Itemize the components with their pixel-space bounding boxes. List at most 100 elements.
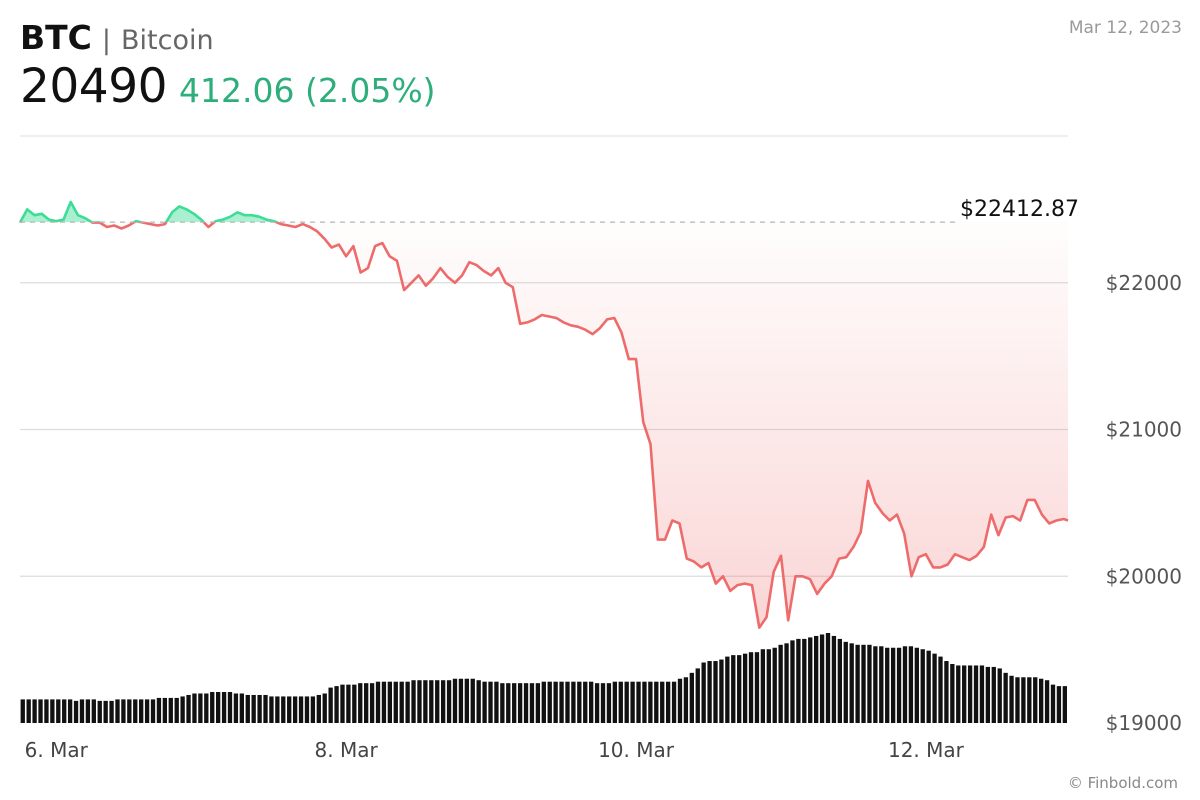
volume-bar xyxy=(754,652,760,723)
volume-bar xyxy=(778,644,783,723)
volume-bar xyxy=(979,665,985,723)
volume-bar xyxy=(233,693,239,723)
volume-bar xyxy=(139,699,144,723)
volume-bar xyxy=(440,680,446,723)
volume-bar xyxy=(429,680,434,723)
volume-bar xyxy=(375,681,381,723)
volume-bar xyxy=(251,694,256,723)
volume-bar xyxy=(772,647,777,723)
volume-bar xyxy=(506,683,511,723)
volume-bar xyxy=(500,683,505,723)
volume-bar xyxy=(967,665,973,723)
volume-bar xyxy=(1033,677,1038,723)
volume-bar xyxy=(215,692,221,723)
volume-bar xyxy=(1015,677,1020,723)
volume-bar xyxy=(257,694,262,723)
x-axis-ticks: 6. Mar 8. Mar 10. Mar 12. Mar xyxy=(25,738,965,762)
volume-bar xyxy=(423,680,428,723)
volume-bar xyxy=(926,650,931,723)
volume-bar xyxy=(476,680,481,723)
volume-bar xyxy=(1038,678,1044,723)
volume-bar xyxy=(1044,680,1050,723)
volume-bar xyxy=(577,681,582,723)
volume-bar xyxy=(873,646,878,723)
volume-bar xyxy=(991,666,996,723)
volume-bar xyxy=(1056,686,1062,723)
volume-bar xyxy=(494,681,499,723)
volume-bar xyxy=(825,633,831,723)
volume-bar xyxy=(725,656,730,723)
volume-bar xyxy=(470,678,475,723)
y-tick-label: $20000 xyxy=(1106,564,1182,588)
volume-bar xyxy=(381,681,387,723)
volume-bar xyxy=(144,699,150,723)
volume-bar xyxy=(340,684,345,723)
volume-bar xyxy=(748,652,754,723)
volume-bar xyxy=(707,661,712,723)
volume-bar xyxy=(802,638,807,723)
quote-header: BTC | Bitcoin 20490 412.06 (2.05%) xyxy=(20,18,436,114)
volume-bar xyxy=(1003,672,1008,723)
volume-bar xyxy=(695,668,700,723)
volume-bar xyxy=(814,635,819,723)
volume-bar xyxy=(618,681,623,723)
volume-bar xyxy=(227,692,233,723)
ticker-row: BTC | Bitcoin xyxy=(20,18,436,57)
asset-name: Bitcoin xyxy=(121,25,214,56)
price-line-down xyxy=(19,222,1069,629)
volume-bar xyxy=(950,663,955,723)
y-axis-ticks: $19000 $20000 $21000 $22000 xyxy=(1106,271,1182,735)
volume-bar xyxy=(328,687,333,723)
volume-bar xyxy=(198,693,203,723)
volume-bar xyxy=(352,684,357,723)
volume-bar xyxy=(56,699,61,723)
volume-bar xyxy=(624,681,629,723)
volume-bar xyxy=(85,699,91,723)
volume-bar xyxy=(589,681,594,723)
volume-bar xyxy=(1027,677,1032,723)
price-row: 20490 412.06 (2.05%) xyxy=(20,59,436,114)
volume-bar xyxy=(180,696,185,723)
volume-bar xyxy=(932,653,937,723)
volume-bar xyxy=(133,699,138,723)
volume-bar xyxy=(731,655,736,723)
volume-bar xyxy=(109,700,114,723)
volume-bar xyxy=(50,699,55,723)
volume-bars xyxy=(20,633,1067,723)
price-area-up xyxy=(20,202,277,223)
volume-bar xyxy=(405,681,410,723)
volume-bar xyxy=(517,683,523,723)
volume-bar xyxy=(660,681,665,723)
volume-bar xyxy=(204,693,209,723)
price-lines xyxy=(18,200,1069,629)
volume-bar xyxy=(665,681,671,723)
volume-bar xyxy=(583,681,588,723)
volume-bar xyxy=(287,696,292,723)
volume-bar xyxy=(298,696,304,723)
volume-bar xyxy=(571,681,576,723)
volume-bar xyxy=(20,699,25,723)
x-tick-label: 8. Mar xyxy=(315,738,379,762)
y-tick-label: $21000 xyxy=(1106,418,1182,442)
volume-bar xyxy=(671,681,677,723)
volume-bar xyxy=(849,643,854,723)
volume-bar xyxy=(594,683,600,723)
reference-label: $22412.87 xyxy=(960,197,1079,222)
source-credit: © Finbold.com xyxy=(1067,774,1178,792)
volume-bar xyxy=(642,681,647,723)
volume-bar xyxy=(127,699,132,723)
volume-bar xyxy=(796,638,801,723)
volume-bar xyxy=(156,697,162,723)
price-change: 412.06 (2.05%) xyxy=(179,71,436,110)
volume-bar xyxy=(766,649,771,723)
volume-bar xyxy=(547,681,552,723)
volume-bar xyxy=(292,696,298,723)
volume-bar xyxy=(962,665,967,723)
volume-bar xyxy=(310,696,316,723)
volume-bar xyxy=(559,681,564,723)
volume-bar xyxy=(334,686,339,723)
ticker-separator: | xyxy=(101,25,111,56)
x-tick-label: 6. Mar xyxy=(25,738,89,762)
volume-bar xyxy=(523,683,529,723)
